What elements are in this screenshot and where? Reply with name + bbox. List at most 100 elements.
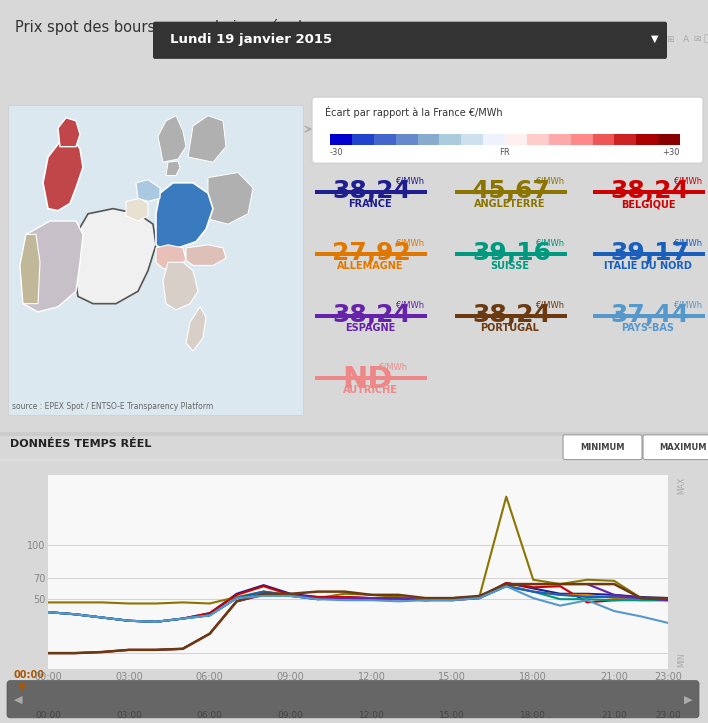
- Text: €/MWh: €/MWh: [673, 176, 702, 186]
- Text: ANGLETERRE: ANGLETERRE: [474, 200, 546, 210]
- Polygon shape: [73, 209, 156, 304]
- Text: AUTRICHE: AUTRICHE: [343, 385, 397, 395]
- FancyBboxPatch shape: [563, 435, 642, 460]
- Text: Prix spot des bourses pour la journée du :: Prix spot des bourses pour la journée du…: [15, 19, 321, 35]
- Bar: [593, 134, 615, 145]
- Bar: [483, 134, 505, 145]
- Text: A: A: [683, 35, 689, 44]
- Text: +30: +30: [663, 147, 680, 157]
- Text: ◀: ◀: [14, 694, 23, 704]
- Text: ND: ND: [342, 364, 393, 393]
- Bar: [352, 134, 374, 145]
- Bar: [330, 134, 352, 145]
- Bar: [315, 190, 427, 194]
- Text: Lundi 19 janvier 2015: Lundi 19 janvier 2015: [170, 33, 332, 46]
- Text: PORTUGAL: PORTUGAL: [481, 323, 539, 333]
- Bar: [593, 190, 705, 194]
- Polygon shape: [158, 116, 186, 162]
- Bar: [658, 134, 680, 145]
- Text: ▼: ▼: [18, 682, 26, 692]
- Text: €/MWh: €/MWh: [395, 301, 424, 309]
- Text: 15:00: 15:00: [440, 711, 465, 720]
- Text: 38,24: 38,24: [332, 179, 411, 202]
- Text: 37,44: 37,44: [610, 303, 689, 327]
- Polygon shape: [20, 221, 83, 312]
- Text: 18:00: 18:00: [520, 711, 546, 720]
- Text: ITALIE DU NORD: ITALIE DU NORD: [604, 261, 692, 271]
- Polygon shape: [126, 198, 148, 221]
- Text: 23:00: 23:00: [655, 711, 681, 720]
- Text: 45,67: 45,67: [472, 179, 551, 202]
- Polygon shape: [58, 118, 80, 147]
- Bar: [396, 134, 418, 145]
- Polygon shape: [208, 173, 253, 224]
- Text: ALLEMAGNE: ALLEMAGNE: [337, 261, 404, 271]
- Polygon shape: [156, 245, 186, 268]
- Text: BELGIQUE: BELGIQUE: [621, 200, 675, 210]
- Text: 38,24: 38,24: [610, 179, 689, 202]
- Bar: [593, 314, 705, 318]
- Text: ▶: ▶: [683, 694, 692, 704]
- Text: FR: FR: [500, 147, 510, 157]
- Bar: [461, 134, 483, 145]
- Text: ✉: ✉: [693, 35, 701, 44]
- FancyBboxPatch shape: [153, 22, 667, 59]
- Text: 38,24: 38,24: [332, 303, 411, 327]
- Text: ESPAGNE: ESPAGNE: [345, 323, 395, 333]
- Bar: [593, 252, 705, 256]
- Polygon shape: [43, 138, 83, 210]
- Text: 39,16: 39,16: [472, 241, 551, 265]
- FancyBboxPatch shape: [643, 435, 708, 460]
- Text: 38,24: 38,24: [472, 303, 551, 327]
- Text: 00:00: 00:00: [14, 669, 45, 680]
- Text: 27,92: 27,92: [332, 241, 411, 265]
- Bar: [455, 190, 567, 194]
- Bar: [374, 134, 396, 145]
- Text: 21:00: 21:00: [601, 711, 627, 720]
- Bar: [315, 376, 427, 380]
- Text: 06:00: 06:00: [197, 711, 223, 720]
- Text: SUISSE: SUISSE: [491, 261, 530, 271]
- Text: MINIMUM: MINIMUM: [581, 442, 624, 452]
- Bar: [440, 134, 461, 145]
- Bar: [455, 252, 567, 256]
- Text: FRANCE: FRANCE: [348, 200, 392, 210]
- Text: ▼: ▼: [651, 34, 658, 44]
- Bar: [549, 134, 571, 145]
- Bar: [0, 458, 708, 461]
- Polygon shape: [186, 307, 206, 351]
- Bar: [455, 314, 567, 318]
- Bar: [315, 314, 427, 318]
- Bar: [615, 134, 636, 145]
- Text: ⊞: ⊞: [666, 35, 674, 44]
- Bar: [315, 252, 427, 256]
- Bar: [571, 134, 593, 145]
- Text: DONNÉES TEMPS RÉEL: DONNÉES TEMPS RÉEL: [10, 439, 152, 449]
- Text: -30: -30: [330, 147, 343, 157]
- Text: €/MWh: €/MWh: [378, 362, 407, 372]
- Bar: [636, 134, 658, 145]
- Polygon shape: [136, 180, 160, 202]
- Bar: [0, 432, 708, 436]
- Polygon shape: [156, 183, 213, 250]
- Polygon shape: [20, 234, 40, 304]
- Bar: [418, 134, 440, 145]
- Text: €/MWh: €/MWh: [535, 239, 564, 247]
- FancyBboxPatch shape: [7, 680, 699, 718]
- Bar: [527, 134, 549, 145]
- FancyBboxPatch shape: [312, 97, 703, 163]
- Polygon shape: [188, 116, 226, 162]
- Bar: [505, 134, 527, 145]
- Text: 12:00: 12:00: [359, 711, 384, 720]
- Text: 00:00: 00:00: [35, 711, 61, 720]
- Text: €/MWh: €/MWh: [673, 301, 702, 309]
- FancyBboxPatch shape: [8, 106, 303, 415]
- Polygon shape: [163, 262, 198, 310]
- Text: Écart par rapport à la France €/MWh: Écart par rapport à la France €/MWh: [325, 106, 503, 119]
- Text: 09:00: 09:00: [278, 711, 304, 720]
- Text: MAXIMUM: MAXIMUM: [658, 442, 707, 452]
- Text: €/MWh: €/MWh: [535, 176, 564, 186]
- Polygon shape: [186, 245, 226, 265]
- Text: 03:00: 03:00: [116, 711, 142, 720]
- Text: source : EPEX Spot / ENTSO-E Transparency Platform: source : EPEX Spot / ENTSO-E Transparenc…: [12, 402, 213, 411]
